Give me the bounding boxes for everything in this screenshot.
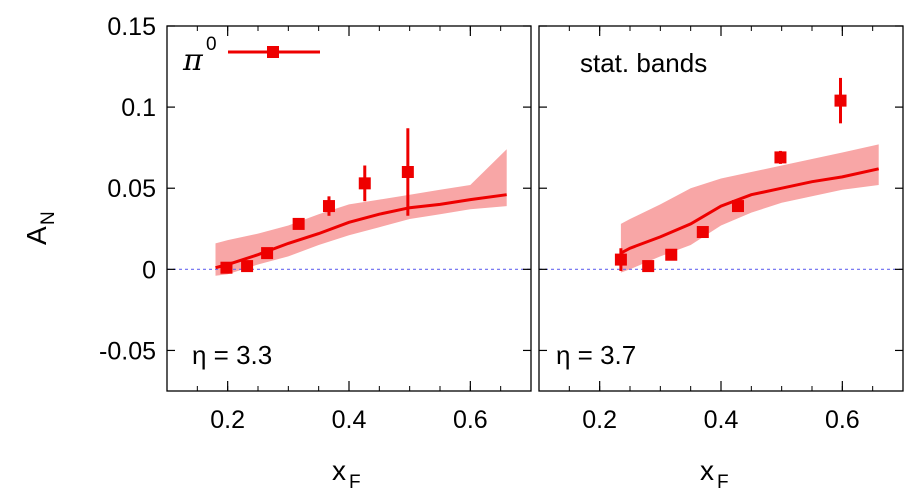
left-panel: -0.05 0 0.05 0.1 0.15 0.2 0.4 0.6 η = 3.3 π 0 A… [21,13,532,493]
y-axis-label: A [21,226,52,245]
right-x-axis-title: x F [700,455,729,493]
right-xtick-label-0: 0.2 [582,406,617,434]
right-stat-band [620,144,879,273]
right-x-axis-label-sub: F [717,472,729,493]
stat-bands-label: stat. bands [580,48,707,78]
right-data-point-4 [731,200,744,213]
right-x-axis-label: x [700,455,714,486]
right-data-point-0 [614,253,627,266]
legend-superscript: 0 [206,34,217,55]
legend: π 0 [182,34,320,78]
y-axis-label-sub: N [38,211,59,225]
left-data-point-3 [292,217,305,230]
right-xtick-label-1: 0.4 [704,406,739,434]
right-data-point-6 [834,94,847,107]
left-data-point-1 [241,260,254,273]
left-annotation: η = 3.3 [192,340,272,370]
legend-symbol: π [182,43,204,78]
ytick-label-0: -0.05 [99,337,156,365]
right-data-point-3 [696,226,709,239]
left-stat-band [215,149,507,276]
ytick-label-1: 0 [142,256,156,284]
right-annotation: η = 3.7 [556,340,636,370]
right-xtick-label-2: 0.6 [825,406,860,434]
left-data-point-4 [322,200,335,213]
left-xtick-label-2: 0.6 [453,406,488,434]
right-data-point-5 [774,151,787,164]
right-data-point-2 [665,248,678,261]
left-theory-curve [215,193,507,270]
ytick-label-4: 0.15 [107,13,156,41]
ytick-label-3: 0.1 [121,94,156,122]
left-x-axis-title: x F [332,455,361,493]
left-data-point-2 [261,247,274,260]
y-axis-title: A N [21,211,59,245]
right-panel: 0.2 0.4 0.6 η = 3.7 stat. bands x F [538,25,904,493]
left-xtick-label-1: 0.4 [332,406,367,434]
ytick-label-2: 0.05 [107,175,156,203]
left-xtick-label-0: 0.2 [210,406,245,434]
left-data-point-5 [358,177,371,190]
left-data-point-0 [220,261,233,274]
left-x-axis-label-sub: F [349,472,361,493]
legend-marker [267,46,279,58]
left-data-point-6 [401,166,414,178]
right-data-point-1 [642,260,655,273]
left-x-axis-label: x [332,455,346,486]
